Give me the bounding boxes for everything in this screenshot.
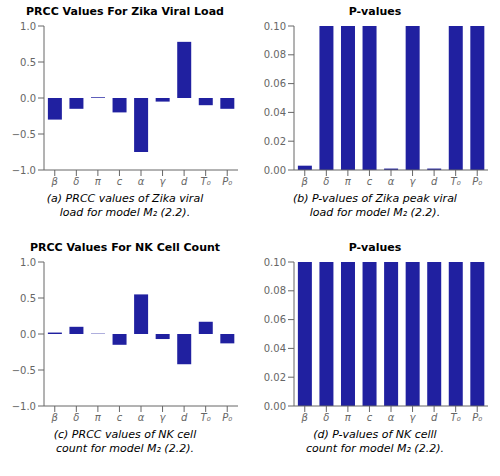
svg-text:π: π	[345, 412, 352, 423]
svg-text:T₀: T₀	[201, 176, 211, 187]
svg-text:0.06: 0.06	[264, 314, 286, 325]
svg-text:0.10: 0.10	[264, 257, 286, 268]
svg-text:δ: δ	[73, 412, 79, 423]
svg-text:0.0: 0.0	[20, 93, 36, 104]
svg-text:γ: γ	[410, 412, 417, 423]
html-text:count for model M₂ (2.2).: count for model M₂ (2.2).	[56, 442, 194, 455]
svg-text:0.5: 0.5	[20, 57, 36, 68]
svg-text:α: α	[388, 412, 395, 423]
svg-text:P₀: P₀	[222, 412, 232, 423]
html-text:(b) P-values of Zika peak vira: (b) P-values of Zika peak viral	[293, 192, 457, 205]
svg-text:d: d	[431, 412, 438, 423]
svg-text:T₀: T₀	[451, 176, 461, 187]
svg-text:c: c	[367, 412, 373, 423]
svg-text:0.04: 0.04	[264, 107, 286, 118]
svg-text:d: d	[181, 176, 188, 187]
svg-text:0.04: 0.04	[264, 343, 286, 354]
svg-text:1.0: 1.0	[20, 257, 36, 268]
svg-text:−0.5: −0.5	[12, 129, 36, 140]
svg-text:β: β	[51, 412, 59, 423]
svg-text:P₀: P₀	[472, 176, 482, 187]
html-text:(c) PRCC values of NK cell: (c) PRCC values of NK cell	[53, 428, 197, 441]
svg-text:c: c	[117, 176, 123, 187]
svg-text:β: β	[301, 176, 309, 187]
html-text:(d) P-values of NK celll: (d) P-values of NK celll	[313, 428, 437, 441]
svg-text:0.08: 0.08	[264, 285, 286, 296]
html-text:count for model M₂ (2.2).: count for model M₂ (2.2).	[306, 442, 444, 455]
svg-text:δ: δ	[323, 176, 329, 187]
svg-text:π: π	[95, 412, 102, 423]
svg-text:α: α	[138, 412, 145, 423]
svg-text:0.5: 0.5	[20, 293, 36, 304]
html-text:load for model M₂ (2.2).: load for model M₂ (2.2).	[59, 206, 191, 219]
svg-text:0.02: 0.02	[264, 136, 286, 147]
svg-text:0.02: 0.02	[264, 372, 286, 383]
svg-text:0.0: 0.0	[20, 329, 36, 340]
svg-text:α: α	[138, 176, 145, 187]
svg-text:P₀: P₀	[222, 176, 232, 187]
svg-text:−0.5: −0.5	[12, 365, 36, 376]
svg-text:γ: γ	[160, 412, 167, 423]
svg-text:γ: γ	[160, 176, 167, 187]
svg-text:δ: δ	[323, 412, 329, 423]
svg-text:T₀: T₀	[201, 412, 211, 423]
svg-text:c: c	[117, 412, 123, 423]
html-text:P-values: P-values	[348, 241, 402, 254]
html-text:load for model M₂ (2.2).: load for model M₂ (2.2).	[309, 206, 441, 219]
svg-text:−1.0: −1.0	[12, 165, 36, 176]
svg-text:0.10: 0.10	[264, 21, 286, 32]
svg-text:0.00: 0.00	[264, 401, 286, 412]
svg-text:d: d	[431, 176, 438, 187]
svg-text:γ: γ	[410, 176, 417, 187]
svg-text:π: π	[345, 176, 352, 187]
html-text:PRCC Values For Zika Viral Loa: PRCC Values For Zika Viral Load	[26, 5, 224, 18]
svg-text:1.0: 1.0	[20, 21, 36, 32]
html-text:(a) PRCC values of Zika viral: (a) PRCC values of Zika viral	[46, 192, 204, 205]
html-text:PRCC Values For NK Cell Count: PRCC Values For NK Cell Count	[29, 241, 221, 254]
svg-text:α: α	[388, 176, 395, 187]
svg-text:d: d	[181, 412, 188, 423]
html-text:P-values: P-values	[348, 5, 402, 18]
svg-text:δ: δ	[73, 176, 79, 187]
svg-text:c: c	[367, 176, 373, 187]
svg-text:β: β	[301, 412, 309, 423]
svg-text:β: β	[51, 176, 59, 187]
svg-text:0.06: 0.06	[264, 78, 286, 89]
svg-text:0.00: 0.00	[264, 165, 286, 176]
svg-text:−1.0: −1.0	[12, 401, 36, 412]
svg-text:0.08: 0.08	[264, 49, 286, 60]
svg-text:T₀: T₀	[451, 412, 461, 423]
svg-text:P₀: P₀	[472, 412, 482, 423]
svg-text:π: π	[95, 176, 102, 187]
